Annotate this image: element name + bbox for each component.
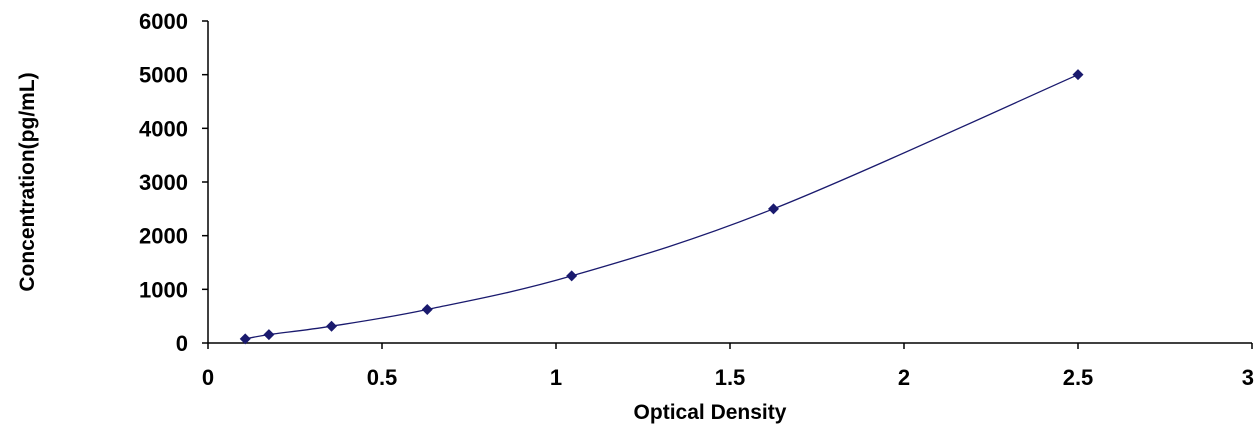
data-points [239, 69, 1084, 345]
x-axis-ticks: 0 0.5 1 1.5 2 2.5 3 [202, 343, 1254, 390]
x-tick-label: 0.5 [367, 365, 398, 390]
y-tick-label: 0 [176, 331, 188, 356]
fitted-curve [245, 74, 1079, 340]
y-axis-ticks: 0 1000 2000 3000 4000 5000 6000 [139, 9, 208, 356]
data-point-marker [326, 320, 338, 332]
data-point-marker [239, 333, 251, 345]
data-point-marker [421, 303, 433, 315]
y-tick-label: 5000 [139, 63, 188, 88]
data-point-marker [768, 203, 779, 215]
x-tick-label: 1.5 [715, 365, 746, 390]
y-tick-label: 6000 [139, 9, 188, 34]
data-point-marker [263, 329, 275, 341]
x-tick-label: 2 [898, 365, 910, 390]
y-axis-title: Concentration(pg/mL) [16, 72, 39, 291]
fitted-curve-line [245, 74, 1079, 340]
y-tick-label: 3000 [139, 170, 188, 195]
x-tick-label: 1 [550, 365, 562, 390]
x-tick-label: 0 [202, 365, 214, 390]
data-point-marker [566, 270, 578, 282]
x-axis-title: Optical Density [634, 401, 787, 424]
y-tick-label: 4000 [139, 116, 188, 141]
axes [207, 21, 1252, 344]
y-tick-label: 2000 [139, 224, 188, 249]
x-tick-label: 3 [1242, 365, 1254, 390]
data-point-marker [1072, 69, 1084, 81]
x-tick-label: 2.5 [1063, 365, 1094, 390]
y-tick-label: 1000 [139, 277, 188, 302]
